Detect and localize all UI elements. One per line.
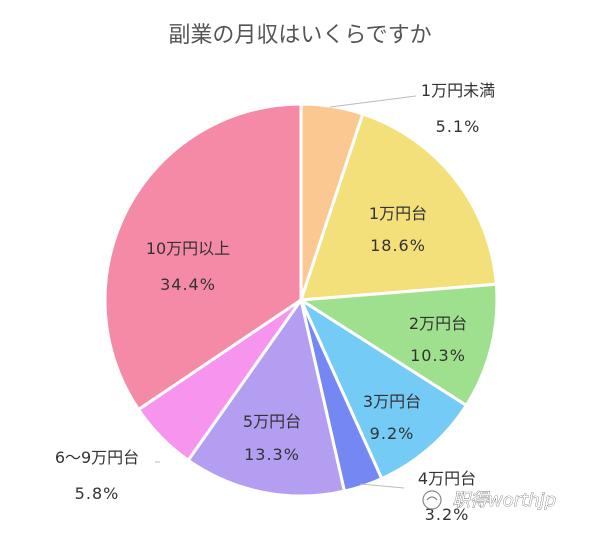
watermark: 职得worthjp [422,490,556,511]
slice-value-label: 34.4% [160,275,216,294]
slice-label: 10万円以上 [146,239,230,258]
slice-label: 4万円台 [418,469,476,488]
slice-labels: 1万円未満 5.1% 1万円台 18.6% 2万円台 10.3% 3万円台 9.2% 4万円台 3… [55,81,495,524]
slice-label: 3万円台 [363,392,421,411]
slice-value-label: 18.6% [370,236,426,255]
slice-value-label: 9.2% [370,424,415,443]
pie-slices [103,102,499,498]
slice-value-label: 3.2% [425,505,470,524]
slice-label: 1万円台 [369,204,427,223]
chart-title: 副業の月収はいくらですか [168,23,431,48]
watermark-logo-icon [422,490,442,510]
leader-lines [155,95,417,489]
pie-slice [186,296,347,498]
pie-slice [103,102,303,412]
slice-label: 2万円台 [409,314,467,333]
slice-value-label: 13.3% [244,445,300,464]
leader-line [329,95,417,108]
slice-label: 5万円台 [243,412,301,431]
pie-slice [298,112,498,302]
pie-slice [297,296,469,481]
slice-label: 6～9万円台 [55,448,139,467]
slice-value-label: 5.8% [75,484,120,503]
slice-value-label: 5.1% [436,117,481,136]
slice-value-label: 10.3% [410,346,466,365]
slice-label: 1万円未満 [421,81,495,100]
leader-line [359,483,405,489]
pie-slice [296,282,499,408]
watermark-text: 职得worthjp [452,490,556,511]
